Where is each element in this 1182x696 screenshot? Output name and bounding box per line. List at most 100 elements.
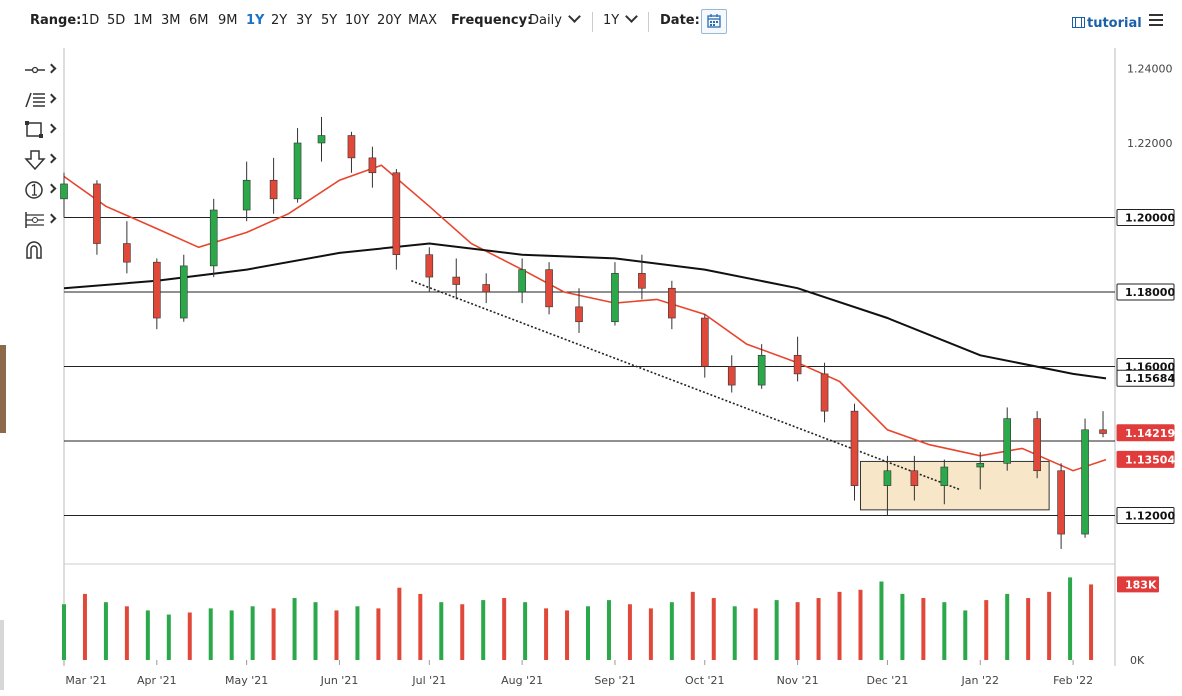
range-3m[interactable]: 3M — [161, 13, 181, 28]
trendline — [411, 280, 960, 491]
toolbar-divider — [648, 12, 649, 32]
volume-bar — [292, 598, 297, 660]
volume-bar — [711, 598, 716, 660]
x-tick-label: Mar '21 — [65, 674, 106, 687]
candle — [1003, 418, 1012, 464]
candle — [940, 466, 949, 486]
annotation-tool[interactable] — [20, 178, 58, 202]
candle — [347, 135, 356, 159]
range-label: Range: — [30, 13, 82, 28]
y-tick-label: 1.22000 — [1127, 137, 1173, 150]
range-3y[interactable]: 3Y — [296, 13, 313, 28]
volume-bar — [208, 608, 213, 660]
level-label-box — [1116, 506, 1175, 524]
candle — [242, 179, 251, 211]
range-9m[interactable]: 9M — [218, 13, 238, 28]
magnet-tool[interactable] — [20, 238, 58, 262]
period-value: 1Y — [603, 13, 620, 28]
price-badge — [1116, 424, 1175, 442]
fibonacci-tool[interactable] — [20, 88, 58, 112]
tutorial-link[interactable]: tutorial — [1072, 16, 1142, 31]
level-label: 1.18000 — [1125, 286, 1175, 299]
volume-bar — [544, 608, 549, 660]
volume-bar — [313, 602, 318, 660]
volume-bar — [397, 587, 402, 660]
x-tick-label: May '21 — [225, 674, 268, 687]
candle — [883, 470, 892, 486]
range-6m[interactable]: 6M — [189, 13, 209, 28]
volume-bar — [879, 581, 884, 660]
volume-bar — [774, 600, 779, 660]
range-max[interactable]: MAX — [408, 13, 438, 28]
candle — [179, 265, 188, 319]
volume-bar — [1068, 577, 1073, 660]
volume-bar — [586, 606, 591, 660]
price-chart[interactable]: 1.240001.220001.200001.180001.160001.120… — [0, 42, 1182, 696]
candle — [392, 172, 401, 256]
level-label-box — [1116, 283, 1175, 301]
rectangle-tool[interactable] — [20, 118, 58, 142]
toolbar: Range: 1D 5D 1M 3M 6M 9M 1Y 2Y 3Y 5Y 10Y 20Y MAX Fre… — [0, 0, 1182, 42]
volume-bar — [271, 608, 276, 660]
calendar-button[interactable] — [701, 9, 727, 34]
magnet-icon — [26, 241, 42, 259]
chevron-down-icon — [625, 10, 639, 23]
period-dropdown[interactable]: 1Y — [603, 10, 639, 28]
volume-bar — [816, 598, 821, 660]
candle — [518, 269, 526, 293]
hamburger-menu-icon[interactable] — [1149, 14, 1163, 26]
volume-bar — [502, 598, 507, 660]
frequency-dropdown[interactable]: Daily — [529, 10, 581, 28]
candle — [850, 410, 859, 486]
annotation-number-icon — [25, 181, 43, 199]
volume-bar — [62, 604, 66, 660]
volume-bar — [921, 598, 926, 660]
film-icon — [1072, 17, 1085, 28]
rectangle-tool-icon — [25, 121, 43, 138]
y-tick-label: 1.24000 — [1127, 62, 1173, 75]
level-label-box — [1116, 208, 1175, 226]
volume-bar — [166, 614, 171, 660]
volume-bar — [1089, 584, 1094, 660]
candle — [638, 273, 646, 289]
calendar-icon — [707, 14, 721, 28]
candle — [727, 366, 736, 386]
range-1m[interactable]: 1M — [133, 13, 153, 28]
range-5d[interactable]: 5D — [107, 13, 126, 28]
volume-bar — [606, 600, 611, 660]
volume-bar — [732, 606, 737, 660]
measure-tool[interactable] — [20, 208, 58, 232]
candle — [700, 317, 709, 367]
window-edge — [0, 345, 6, 433]
volume-bar — [481, 600, 486, 660]
volume-bar — [355, 606, 360, 660]
volume-badge-label: 183K — [1125, 578, 1157, 591]
x-tick-label: Nov '21 — [777, 674, 819, 687]
candle — [209, 209, 218, 267]
candle — [452, 276, 461, 285]
arrow-tool[interactable] — [20, 148, 58, 172]
volume-bar — [795, 602, 800, 660]
range-10y[interactable]: 10Y — [345, 13, 370, 28]
x-tick-label: Feb '22 — [1053, 674, 1093, 687]
range-5y[interactable]: 5Y — [321, 13, 338, 28]
measure-tool-icon — [25, 212, 44, 228]
volume-bar — [942, 602, 947, 660]
range-1y[interactable]: 1Y — [246, 13, 265, 28]
volume-bar — [690, 591, 695, 660]
candle — [317, 135, 326, 144]
line-tool[interactable] — [20, 58, 58, 82]
line-tool-icon — [25, 66, 45, 74]
candle — [482, 284, 490, 293]
candle — [368, 157, 377, 174]
range-20y[interactable]: 20Y — [377, 13, 402, 28]
frequency-label: Frequency: — [451, 13, 533, 28]
range-2y[interactable]: 2Y — [271, 13, 288, 28]
price-badge — [1116, 450, 1175, 468]
candle — [611, 273, 619, 323]
range-1d[interactable]: 1D — [81, 13, 100, 28]
volume-bar — [669, 602, 674, 660]
volume-bar — [963, 610, 968, 660]
price-badge-label: 1.14219 — [1125, 427, 1175, 440]
fibonacci-tool-icon — [25, 92, 45, 108]
